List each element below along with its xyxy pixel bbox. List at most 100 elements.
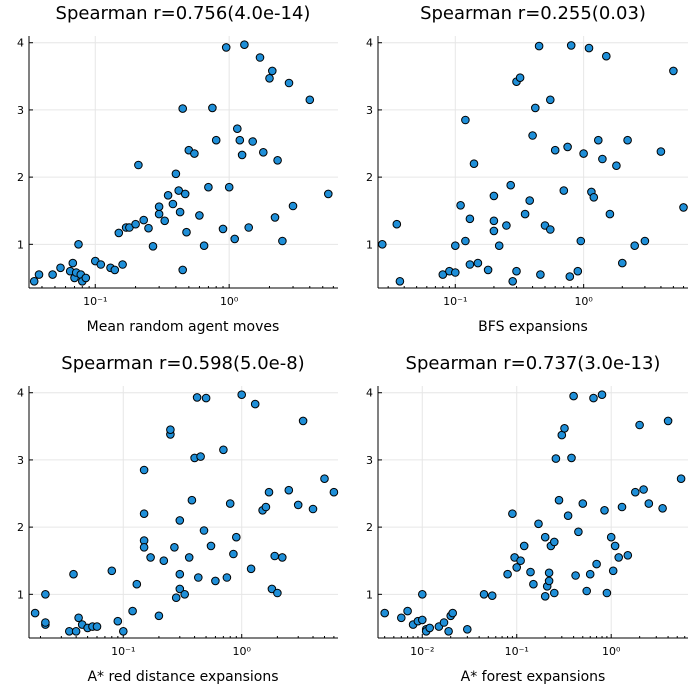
panel-3-point	[250, 399, 260, 409]
panel-1-point	[131, 219, 140, 229]
panel-2-point	[536, 270, 545, 279]
panel-4-point	[544, 568, 554, 578]
panel-1-point	[68, 258, 78, 268]
panel-1-point	[270, 213, 280, 222]
panel-3-point	[206, 541, 216, 551]
panel-4-point	[571, 571, 580, 580]
panel-1-point	[81, 273, 91, 283]
panel-4-point	[600, 506, 609, 515]
panel-1-point	[190, 149, 199, 158]
panel-2-point	[489, 191, 499, 201]
panel-1-point	[118, 260, 127, 269]
panel-2-point	[640, 236, 650, 246]
panel-4-point	[540, 532, 550, 542]
panel-1-point	[230, 234, 239, 244]
panel-4-point	[529, 579, 538, 589]
panel-1-point	[237, 150, 247, 160]
panel-2-point	[594, 135, 603, 145]
panel-4-point	[519, 541, 529, 551]
panel-2-point	[534, 41, 544, 51]
panel-4-point	[663, 416, 673, 426]
panel-2-point	[438, 270, 448, 279]
panel-1-point	[199, 241, 209, 250]
panel-2-point	[566, 41, 576, 50]
panel-1-point	[148, 242, 158, 251]
panel-3-point	[107, 566, 117, 576]
scatter-panel-1: Spearman r=0.756(4.0e-14) Mean random ag…	[17, 3, 338, 335]
panel-4-point	[544, 576, 554, 586]
panel-4-point	[439, 618, 449, 627]
panel-3-point	[270, 551, 280, 561]
panel-2-point	[508, 277, 518, 286]
panel-4-point	[608, 566, 618, 576]
panel-4-point	[425, 623, 435, 633]
panel-4-point	[610, 541, 620, 551]
panel-3-point	[74, 613, 83, 623]
panel-2-point	[378, 240, 387, 249]
panel-2-point	[395, 277, 405, 286]
panel-1-point	[180, 189, 190, 199]
panel-4-point	[639, 485, 648, 494]
panel-3-point	[41, 590, 50, 599]
panel-2-point	[598, 154, 607, 164]
panel-4-point	[574, 527, 583, 537]
panel-1-point	[182, 227, 191, 237]
panel-2-point	[546, 95, 555, 105]
panel-2-point	[679, 203, 688, 212]
panel-2-point	[563, 142, 572, 152]
panel-1-point	[175, 207, 185, 217]
panel-4-point	[563, 511, 573, 521]
panel-1-title: Spearman r=0.756(4.0e-14)	[56, 3, 311, 24]
panel-4-point	[569, 391, 578, 401]
panel-2-point	[618, 258, 627, 268]
panel-4-point	[560, 424, 569, 433]
panel-3-point	[180, 590, 189, 599]
panel-1-point	[168, 199, 178, 209]
panel-2-xtick-label: 10⁻¹	[443, 295, 467, 308]
panel-1-point	[259, 148, 268, 157]
panel-4-point	[448, 608, 458, 618]
panel-1-xtick-label: 10⁰	[220, 295, 239, 308]
panel-3-point	[166, 425, 175, 435]
panel-2-point	[630, 241, 640, 250]
panel-3-point	[246, 564, 256, 574]
panel-2-point	[506, 180, 516, 190]
panel-3-point	[201, 393, 211, 403]
panel-3-point	[284, 485, 294, 495]
panel-2-point	[669, 66, 678, 76]
panel-2-point	[573, 266, 583, 276]
panel-4-point	[676, 474, 686, 484]
panel-3-point	[196, 452, 205, 461]
panel-2-ytick-label: 2	[366, 171, 373, 184]
panel-4-point	[534, 519, 543, 529]
panel-1-ytick-label: 2	[17, 171, 24, 184]
panel-3-point	[232, 532, 241, 542]
panel-4-point	[444, 627, 453, 636]
panel-4-point	[567, 453, 576, 463]
panel-3-point	[308, 504, 318, 514]
panel-1-point	[114, 228, 124, 238]
panel-1-point	[278, 236, 287, 246]
panel-1-point	[218, 224, 228, 234]
panel-1-point	[110, 265, 120, 275]
panel-4-point	[644, 499, 654, 508]
panel-1-point	[240, 40, 249, 50]
panel-2-xlabel: BFS expansions	[478, 319, 588, 335]
panel-3-point	[154, 611, 164, 621]
panel-1-point	[288, 201, 298, 211]
panel-1-point	[154, 202, 164, 211]
panel-1-point	[29, 277, 39, 286]
panel-4-xlabel: A* forest expansions	[461, 669, 606, 685]
panel-3-point	[92, 622, 102, 631]
panel-2-point	[456, 201, 465, 210]
panel-3-ytick-label: 1	[17, 588, 24, 601]
panel-2-point	[656, 147, 666, 156]
panel-3-point	[194, 573, 203, 582]
panel-3-point	[132, 579, 142, 589]
panel-2-point	[512, 266, 521, 276]
panel-3-point	[146, 553, 155, 562]
panel-4-point	[614, 553, 624, 562]
panel-4-point	[554, 495, 564, 505]
panel-2-point	[469, 159, 479, 168]
panel-2-point	[531, 103, 540, 113]
